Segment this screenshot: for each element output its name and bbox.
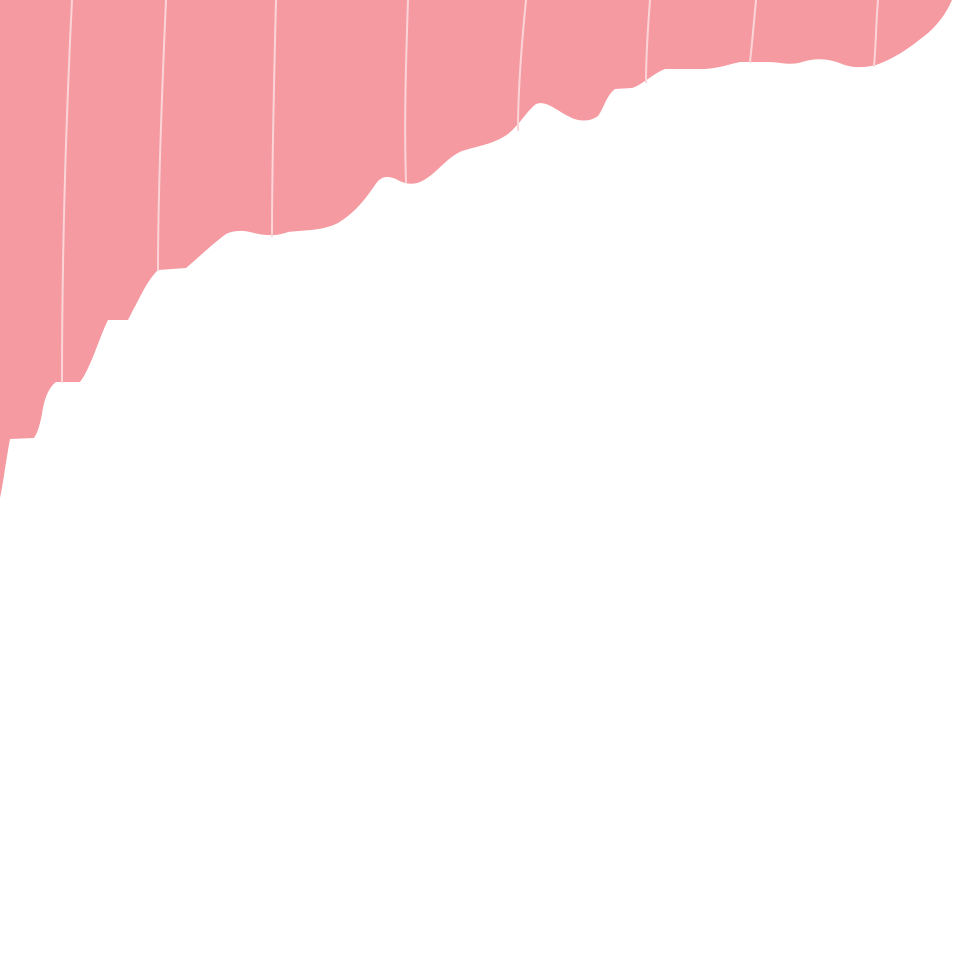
stripe-line bbox=[157, 0, 167, 271]
stripe-line bbox=[61, 0, 73, 383]
stripe-line bbox=[645, 0, 651, 83]
stripe-line bbox=[873, 0, 879, 67]
stripe-line bbox=[404, 0, 409, 183]
pink-torn-shape bbox=[0, 0, 952, 498]
stripe-group bbox=[61, 0, 879, 383]
stripe-line bbox=[271, 0, 277, 237]
stripe-line bbox=[749, 0, 757, 63]
stripe-line bbox=[517, 0, 527, 131]
